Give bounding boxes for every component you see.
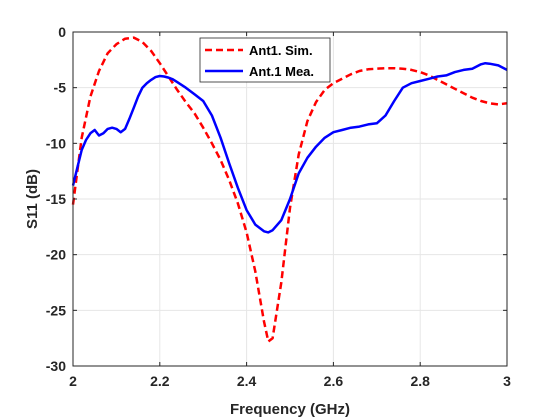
- x-tick-label: 2.8: [410, 373, 430, 389]
- x-axis-title: Frequency (GHz): [230, 401, 350, 418]
- y-axis-title: S11 (dB): [24, 169, 41, 229]
- x-tick-label: 2.6: [324, 373, 344, 389]
- x-tick-label: 3: [503, 373, 511, 389]
- x-tick-label: 2.2: [150, 373, 170, 389]
- x-tick-labels: 2 2.2 2.4 2.6 2.8 3: [69, 373, 511, 389]
- legend-box: [199, 37, 331, 83]
- axis-ticks: [72, 31, 508, 367]
- y-tick-label: -20: [46, 247, 66, 263]
- x-tick-label: 2: [69, 373, 77, 389]
- y-tick-label: -5: [54, 80, 67, 96]
- series-line-mea: [71, 61, 508, 234]
- x-tick-label: 2.4: [237, 373, 257, 389]
- y-tick-labels: 0 -5 -10 -15 -20 -25 -30: [46, 24, 66, 374]
- y-tick-label: 0: [58, 24, 66, 40]
- legend-label-mea: Ant.1 Mea.: [249, 64, 314, 79]
- y-tick-label: -15: [46, 191, 66, 207]
- y-tick-label: -10: [46, 135, 66, 151]
- legend-label-sim: Ant1. Sim.: [249, 43, 313, 58]
- legend: Ant1. Sim. Ant.1 Mea.: [199, 37, 331, 83]
- y-tick-label: -30: [46, 358, 66, 374]
- series-layer: [71, 36, 508, 343]
- y-tick-label: -25: [46, 302, 66, 318]
